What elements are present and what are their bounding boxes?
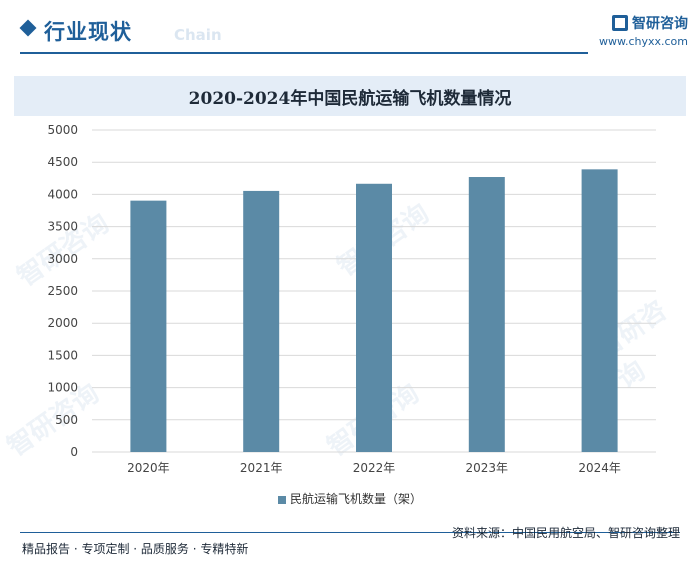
x-tick-label: 2024年 [578,461,621,475]
chart-legend: 民航运输飞机数量（架） [0,490,700,507]
data-source: 资料来源：中国民用航空局、智研咨询整理 [451,526,680,540]
y-tick-label: 500 [55,413,78,427]
y-tick-label: 4000 [47,187,78,201]
legend-label: 民航运输飞机数量（架） [289,492,422,506]
x-tick-label: 2022年 [353,461,396,475]
footer-slogan: 精品报告 · 专项定制 · 品质服务 · 专精特新 [22,542,249,556]
page-header: 行业现状 Chain 智研咨询 www.chyxx.com [0,0,700,60]
section-title: 行业现状 [44,20,132,44]
bar [356,183,392,453]
chart-title-band: 2020-2024年中国民航运输飞机数量情况 [14,76,686,116]
chart-title: 2020-2024年中国民航运输飞机数量情况 [188,89,512,109]
y-tick-label: 2000 [47,316,78,330]
x-tick-label: 2020年 [127,461,170,475]
bar [581,169,618,453]
y-tick-label: 1500 [47,348,78,362]
bar [468,177,505,452]
header-divider [20,52,588,54]
header-watermark: Chain [174,26,222,44]
y-tick-label: 0 [70,445,78,459]
brand-name: 智研咨询 [632,15,688,32]
bar [243,190,280,452]
y-tick-label: 5000 [47,123,78,137]
y-tick-label: 2500 [47,284,78,298]
footer-divider [20,532,680,533]
legend-swatch [277,495,286,504]
y-tick-label: 1000 [47,381,78,395]
bar [130,200,167,452]
brand-logo-icon [612,14,628,31]
y-tick-label: 3000 [47,252,78,266]
brand: 智研咨询 www.chyxx.com [599,12,688,48]
y-tick-label: 4500 [47,155,78,169]
brand-url: www.chyxx.com [598,34,688,48]
y-tick-label: 3500 [47,220,78,234]
x-tick-label: 2023年 [466,461,509,475]
x-tick-label: 2021年 [240,461,283,475]
